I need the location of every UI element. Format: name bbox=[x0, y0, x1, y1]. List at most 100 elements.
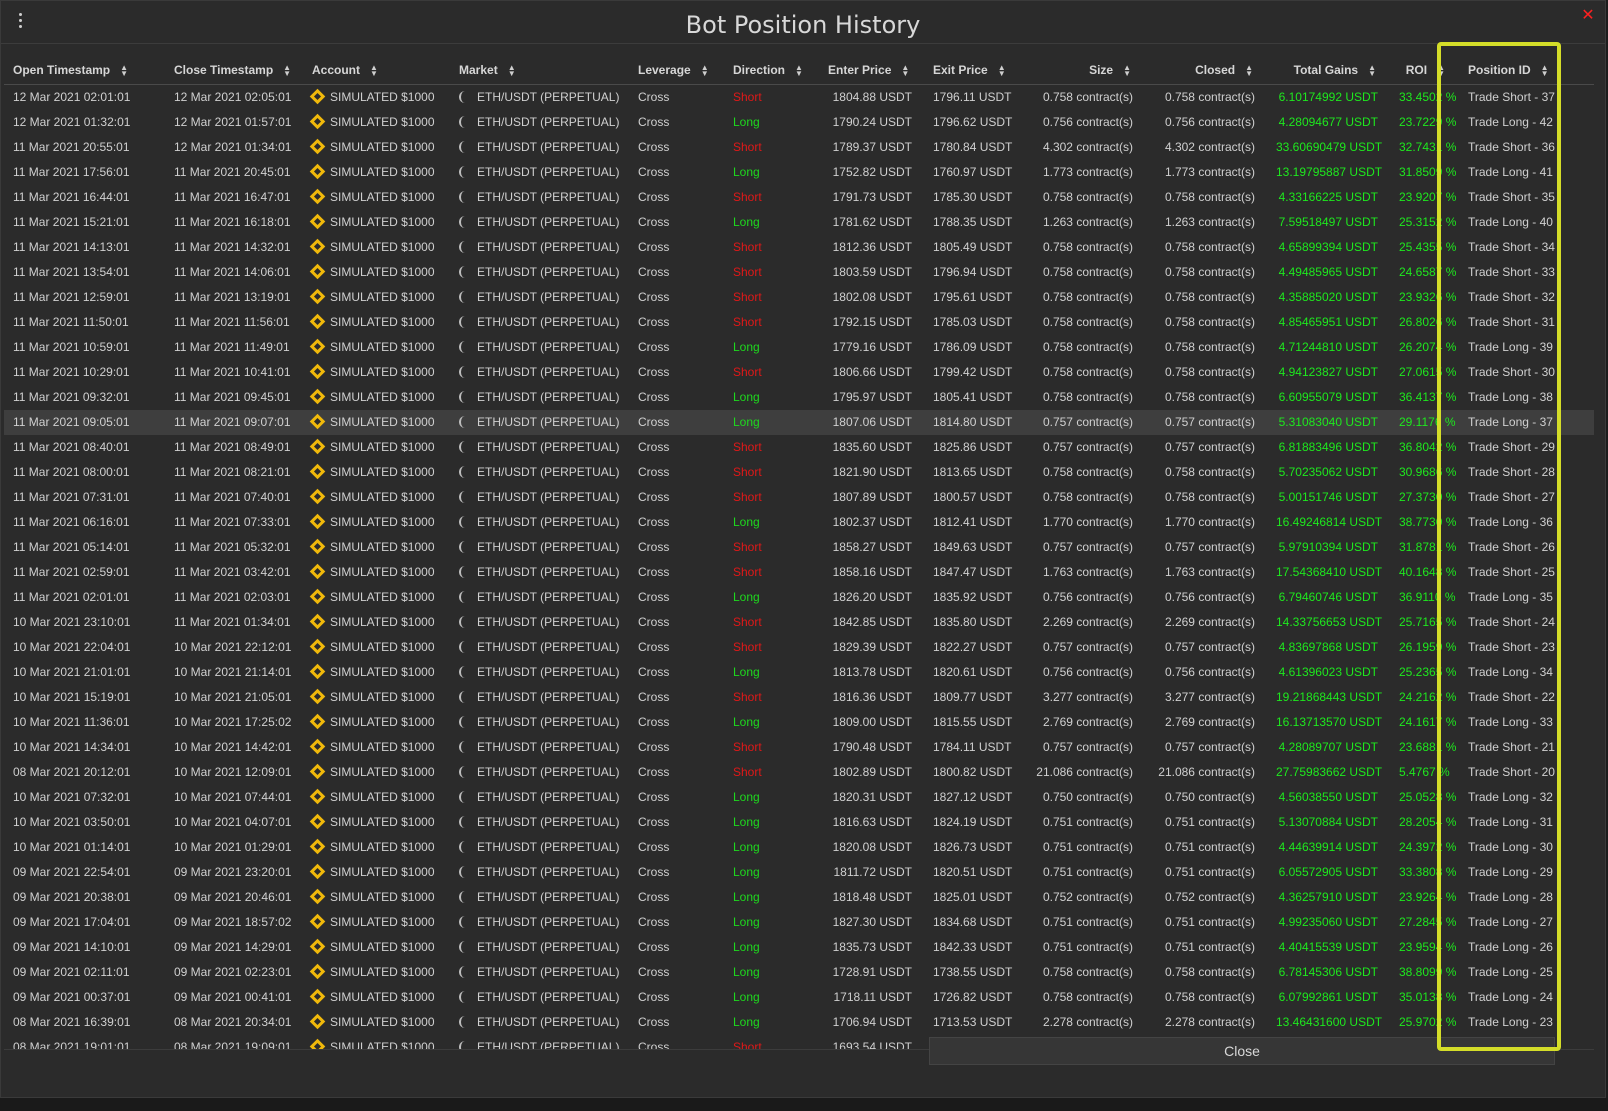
kebab-menu-icon[interactable] bbox=[15, 13, 25, 31]
table-row[interactable]: 11 Mar 2021 09:32:01 11 Mar 2021 09:45:01… bbox=[4, 385, 1594, 410]
sort-arrows-icon[interactable]: ▲ ▼ bbox=[1540, 62, 1549, 78]
table-row[interactable]: 11 Mar 2021 08:40:01 11 Mar 2021 08:49:01… bbox=[4, 435, 1594, 460]
cell-text: SIMULATED $1000 bbox=[330, 515, 435, 529]
cell-closed: 0.751 contract(s) bbox=[1145, 810, 1267, 835]
column-header-closed[interactable]: Closed ▲ ▼ bbox=[1145, 56, 1267, 85]
table-row[interactable]: 11 Mar 2021 15:21:01 11 Mar 2021 16:18:01… bbox=[4, 210, 1594, 235]
binance-icon bbox=[309, 913, 326, 930]
column-header-open[interactable]: Open Timestamp ▲ ▼ bbox=[4, 56, 165, 85]
cell-closed: 0.757 contract(s) bbox=[1145, 535, 1267, 560]
sort-arrows-icon[interactable]: ▲ ▼ bbox=[700, 62, 709, 78]
table-row[interactable]: 10 Mar 2021 21:01:01 10 Mar 2021 21:14:01… bbox=[4, 660, 1594, 685]
cell-text: 1760.97 USDT bbox=[933, 165, 1013, 179]
column-header-enter[interactable]: Enter Price ▲ ▼ bbox=[819, 56, 924, 85]
table-row[interactable]: 11 Mar 2021 11:50:01 11 Mar 2021 11:56:01… bbox=[4, 310, 1594, 335]
table-row[interactable]: 11 Mar 2021 07:31:01 11 Mar 2021 07:40:01… bbox=[4, 485, 1594, 510]
cell-size: 0.757 contract(s) bbox=[1021, 435, 1145, 460]
cell-enter: 1807.06 USDT bbox=[819, 409, 924, 435]
table-row[interactable]: 12 Mar 2021 01:32:01 12 Mar 2021 01:57:01… bbox=[4, 110, 1594, 135]
cell-exit: 1726.82 USDT bbox=[924, 985, 1021, 1010]
table-row[interactable]: 11 Mar 2021 10:29:01 11 Mar 2021 10:41:01… bbox=[4, 360, 1594, 385]
column-header-account[interactable]: Account ▲ ▼ bbox=[303, 56, 450, 85]
sort-arrows-icon[interactable]: ▲ ▼ bbox=[997, 62, 1006, 78]
table-row[interactable]: 12 Mar 2021 02:01:01 12 Mar 2021 02:05:01… bbox=[4, 85, 1594, 110]
table-row[interactable]: 11 Mar 2021 20:55:01 12 Mar 2021 01:34:01… bbox=[4, 135, 1594, 160]
table-row[interactable]: 09 Mar 2021 22:54:01 09 Mar 2021 23:20:01… bbox=[4, 860, 1594, 885]
cell-text: 2.278 contract(s) bbox=[1164, 1015, 1255, 1029]
cell-market: ETH/USDT (PERPETUAL) bbox=[450, 85, 629, 110]
cell-enter: 1813.78 USDT bbox=[819, 660, 924, 685]
table-row[interactable]: 10 Mar 2021 11:36:01 10 Mar 2021 17:25:02… bbox=[4, 710, 1594, 735]
table-row[interactable]: 09 Mar 2021 00:37:01 09 Mar 2021 00:41:01… bbox=[4, 985, 1594, 1010]
table-row[interactable]: 09 Mar 2021 02:11:01 09 Mar 2021 02:23:01… bbox=[4, 960, 1594, 985]
table-row[interactable]: 10 Mar 2021 15:19:01 10 Mar 2021 21:05:01… bbox=[4, 685, 1594, 710]
cell-close: 11 Mar 2021 03:42:01 bbox=[165, 560, 303, 585]
table-row[interactable]: 10 Mar 2021 14:34:01 10 Mar 2021 14:42:01… bbox=[4, 735, 1594, 760]
table-row[interactable]: 11 Mar 2021 05:14:01 11 Mar 2021 05:32:01… bbox=[4, 535, 1594, 560]
table-row[interactable]: 11 Mar 2021 14:13:01 11 Mar 2021 14:32:01… bbox=[4, 235, 1594, 260]
column-header-size[interactable]: Size ▲ ▼ bbox=[1021, 56, 1145, 85]
market-icon bbox=[459, 991, 469, 1003]
table-row[interactable]: 10 Mar 2021 01:14:01 10 Mar 2021 01:29:01… bbox=[4, 835, 1594, 860]
close-icon[interactable]: ✕ bbox=[1581, 7, 1595, 24]
sort-arrows-icon[interactable]: ▲ ▼ bbox=[283, 62, 292, 78]
cell-text: 10 Mar 2021 23:10:01 bbox=[13, 615, 131, 629]
cell-text: 1829.39 USDT bbox=[832, 640, 912, 654]
sort-arrows-icon[interactable]: ▲ ▼ bbox=[1437, 62, 1445, 78]
sort-arrows-icon[interactable]: ▲ ▼ bbox=[370, 62, 378, 78]
sort-arrows-icon[interactable]: ▲ ▼ bbox=[1123, 62, 1131, 78]
column-header-roi[interactable]: ROI ▲ ▼ bbox=[1390, 56, 1459, 85]
table-row[interactable]: 09 Mar 2021 17:04:01 09 Mar 2021 18:57:02… bbox=[4, 910, 1594, 935]
cell-text: Long bbox=[733, 415, 760, 429]
column-header-market[interactable]: Market ▲ ▼ bbox=[450, 56, 629, 85]
table-row[interactable]: 11 Mar 2021 02:01:01 11 Mar 2021 02:03:01… bbox=[4, 585, 1594, 610]
cell-text: Trade Short - 26 bbox=[1468, 540, 1555, 554]
table-row[interactable]: 10 Mar 2021 07:32:01 10 Mar 2021 07:44:01… bbox=[4, 785, 1594, 810]
table-row[interactable]: 10 Mar 2021 22:04:01 10 Mar 2021 22:12:01… bbox=[4, 635, 1594, 660]
table-row[interactable]: 11 Mar 2021 10:59:01 11 Mar 2021 11:49:01… bbox=[4, 335, 1594, 360]
sort-arrows-icon[interactable]: ▲ ▼ bbox=[901, 62, 910, 78]
table-row[interactable]: 11 Mar 2021 17:56:01 11 Mar 2021 20:45:01… bbox=[4, 160, 1594, 185]
close-button[interactable]: Close bbox=[929, 1037, 1555, 1065]
cell-closed: 2.278 contract(s) bbox=[1145, 1010, 1267, 1035]
cell-open: 11 Mar 2021 16:44:01 bbox=[4, 185, 165, 210]
column-header-direction[interactable]: Direction ▲ ▼ bbox=[724, 56, 819, 85]
table-row[interactable]: 11 Mar 2021 08:00:01 11 Mar 2021 08:21:01… bbox=[4, 460, 1594, 485]
sort-arrows-icon[interactable]: ▲ ▼ bbox=[1245, 62, 1253, 78]
column-header-pid[interactable]: Position ID ▲ ▼ bbox=[1459, 56, 1594, 85]
cell-text: Short bbox=[733, 90, 762, 105]
column-header-gains[interactable]: Total Gains ▲ ▼ bbox=[1267, 56, 1390, 85]
cell-account: SIMULATED $1000 bbox=[303, 885, 450, 910]
table-row[interactable]: 08 Mar 2021 16:39:01 08 Mar 2021 20:34:01… bbox=[4, 1010, 1594, 1035]
cell-text: 08 Mar 2021 20:34:01 bbox=[174, 1015, 292, 1029]
column-header-label: Market bbox=[459, 63, 498, 77]
sort-arrows-icon[interactable]: ▲ ▼ bbox=[795, 62, 803, 78]
table-row[interactable]: 11 Mar 2021 02:59:01 11 Mar 2021 03:42:01… bbox=[4, 560, 1594, 585]
cell-closed: 0.750 contract(s) bbox=[1145, 785, 1267, 810]
column-header-close[interactable]: Close Timestamp ▲ ▼ bbox=[165, 56, 303, 85]
cell-open: 09 Mar 2021 14:10:01 bbox=[4, 935, 165, 960]
column-header-leverage[interactable]: Leverage ▲ ▼ bbox=[629, 56, 724, 85]
sort-arrows-icon[interactable]: ▲ ▼ bbox=[1368, 62, 1376, 78]
table-row[interactable]: 11 Mar 2021 13:54:01 11 Mar 2021 14:06:01… bbox=[4, 260, 1594, 285]
table-row[interactable]: 11 Mar 2021 09:05:01 11 Mar 2021 09:07:01… bbox=[4, 409, 1594, 435]
cell-text: Cross bbox=[638, 815, 670, 829]
table-row[interactable]: 09 Mar 2021 20:38:01 09 Mar 2021 20:46:01… bbox=[4, 885, 1594, 910]
cell-text: SIMULATED $1000 bbox=[330, 715, 435, 729]
table-row[interactable]: 10 Mar 2021 03:50:01 10 Mar 2021 04:07:01… bbox=[4, 810, 1594, 835]
cell-text: 11 Mar 2021 12:59:01 bbox=[13, 290, 130, 304]
cell-market: ETH/USDT (PERPETUAL) bbox=[450, 210, 629, 235]
sort-arrows-icon[interactable]: ▲ ▼ bbox=[507, 62, 516, 78]
table-row[interactable]: 11 Mar 2021 16:44:01 11 Mar 2021 16:47:01… bbox=[4, 185, 1594, 210]
cell-market: ETH/USDT (PERPETUAL) bbox=[450, 685, 629, 710]
table-row[interactable]: 09 Mar 2021 14:10:01 09 Mar 2021 14:29:01… bbox=[4, 935, 1594, 960]
table-row[interactable]: 11 Mar 2021 12:59:01 11 Mar 2021 13:19:01… bbox=[4, 285, 1594, 310]
cell-size: 1.770 contract(s) bbox=[1021, 510, 1145, 535]
cell-text: 0.751 contract(s) bbox=[1042, 840, 1133, 854]
cell-account: SIMULATED $1000 bbox=[303, 335, 450, 360]
table-row[interactable]: 08 Mar 2021 20:12:01 10 Mar 2021 12:09:01… bbox=[4, 760, 1594, 785]
table-row[interactable]: 10 Mar 2021 23:10:01 11 Mar 2021 01:34:01… bbox=[4, 610, 1594, 635]
column-header-exit[interactable]: Exit Price ▲ ▼ bbox=[924, 56, 1021, 85]
sort-arrows-icon[interactable]: ▲ ▼ bbox=[120, 62, 129, 78]
table-row[interactable]: 11 Mar 2021 06:16:01 11 Mar 2021 07:33:01… bbox=[4, 510, 1594, 535]
